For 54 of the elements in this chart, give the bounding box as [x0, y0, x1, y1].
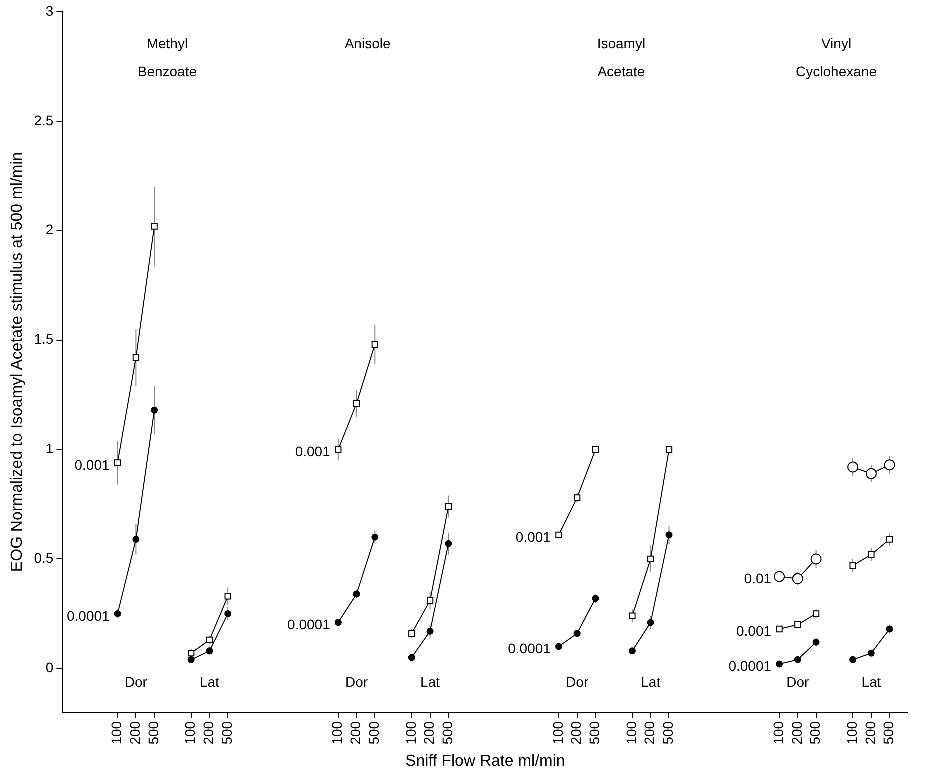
y-tick-label: 0.5: [34, 550, 54, 566]
series-label: 0.001: [516, 529, 552, 545]
x-tick-label: 500: [440, 721, 456, 745]
series-label: 0.0001: [66, 608, 110, 624]
annotation: Dor: [345, 674, 368, 690]
y-tick-label: 1.5: [34, 331, 54, 348]
x-tick-label: 500: [366, 721, 382, 745]
series-label: 0.0001: [508, 640, 552, 657]
x-tick-label: 200: [862, 721, 878, 745]
series-label: 0.0001: [288, 616, 331, 633]
x-tick-label: 500: [145, 721, 162, 745]
annotation: Isoamyl Acetate: [597, 36, 646, 80]
x-axis-title: Sniff Flow Rate ml/min: [406, 752, 566, 770]
annotation: Dor: [566, 674, 589, 690]
annotation: Dor: [786, 674, 810, 690]
x-tick-label: 100: [550, 721, 566, 745]
x-tick-label: 200: [642, 721, 658, 745]
x-tick-label: 200: [788, 721, 805, 745]
annotation: Lat: [862, 674, 882, 690]
x-tick-label: 200: [200, 721, 217, 745]
y-tick-label: 1: [46, 440, 54, 457]
x-tick-label: 500: [660, 721, 676, 745]
series-label: 0.001: [295, 444, 331, 460]
y-axis-title: EOG Normalized to Isoamyl Acetate stimulus at 500 ml/min: [9, 152, 26, 572]
annotation: Dor: [124, 674, 148, 690]
x-tick-label: 200: [568, 721, 584, 745]
x-tick-label: 200: [421, 721, 438, 745]
annotation: Lat: [200, 674, 220, 690]
x-tick-label: 200: [348, 721, 364, 745]
x-tick-label: 500: [880, 721, 897, 745]
x-tick-label: 100: [182, 721, 198, 745]
y-tick-label: 0: [46, 660, 54, 676]
annotation: Anisole: [344, 36, 391, 52]
x-tick-label: 100: [770, 721, 786, 745]
y-tick-label: 3: [46, 2, 54, 19]
x-tick-label: 100: [402, 721, 419, 745]
annotation: Lat: [641, 674, 661, 690]
annotation: Methyl Benzoate: [138, 36, 198, 80]
x-tick-label: 500: [807, 721, 824, 745]
x-tick-label: 500: [218, 721, 235, 745]
series-label: 0.01: [744, 570, 772, 587]
annotation: Vinyl Cyclohexane: [796, 36, 878, 80]
series-label: 0.001: [74, 456, 110, 473]
x-tick-label: 500: [586, 721, 603, 745]
y-tick-label: 2: [46, 222, 54, 238]
x-tick-label: 100: [623, 721, 640, 745]
annotation: Lat: [420, 674, 440, 690]
y-tick-label: 2.5: [34, 112, 54, 128]
series-label: 0.001: [736, 623, 772, 640]
series-label: 0.0001: [728, 658, 772, 674]
x-tick-label: 100: [108, 721, 125, 745]
x-tick-label: 100: [844, 721, 860, 745]
x-tick-label: 100: [329, 721, 346, 745]
x-tick-label: 200: [127, 721, 144, 745]
